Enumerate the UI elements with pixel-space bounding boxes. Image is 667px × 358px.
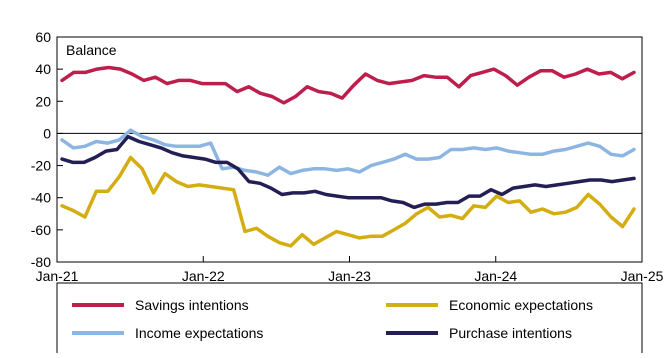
panel-label: Balance <box>66 42 117 58</box>
y-tick-label: -40 <box>31 190 51 206</box>
series-lines <box>60 65 636 248</box>
x-tick-label: Jan-21 <box>36 268 79 284</box>
legend-label-purchase-intentions: Purchase intentions <box>449 325 572 341</box>
legend-label-savings-intentions: Savings intentions <box>135 297 249 313</box>
x-axis: Jan-21 Jan-22 Jan-23 Jan-24 Jan-25 <box>36 256 664 284</box>
legend: Savings intentions Economic expectations I… <box>72 297 593 341</box>
x-tick-label: Jan-25 <box>621 268 664 284</box>
y-tick-label: 0 <box>43 125 51 141</box>
x-tick-label: Jan-23 <box>328 268 371 284</box>
y-tick-label: -80 <box>31 254 51 270</box>
legend-border <box>56 282 643 356</box>
y-axis: 60 40 20 0 -20 -40 -60 -80 <box>31 29 63 270</box>
series-line-savings-intentions <box>60 65 636 105</box>
legend-label-economic-expectations: Economic expectations <box>449 297 593 313</box>
y-tick-label: 20 <box>35 93 51 109</box>
series-line-income-expectations <box>60 128 636 177</box>
legend-label-income-expectations: Income expectations <box>135 325 263 341</box>
y-tick-label: 40 <box>35 61 51 77</box>
y-tick-label: -20 <box>31 158 51 174</box>
series-line-purchase-intentions <box>60 134 636 210</box>
y-tick-label: -60 <box>31 222 51 238</box>
x-tick-label: Jan-22 <box>182 268 225 284</box>
x-tick-label: Jan-24 <box>474 268 517 284</box>
series-line-economic-expectations <box>60 155 636 248</box>
y-tick-label: 60 <box>35 29 51 45</box>
